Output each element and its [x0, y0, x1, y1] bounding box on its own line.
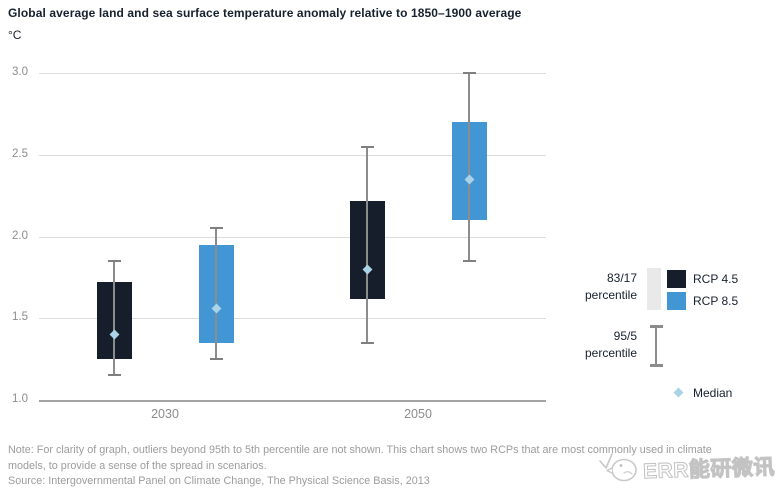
x-tick-label: 2030 [151, 407, 179, 421]
y-gridline [39, 73, 546, 74]
whisker-rcp45-2030 [113, 261, 115, 376]
y-tick-label: 1.0 [12, 393, 28, 405]
legend-rcp45-label: RCP 4.5 [693, 272, 739, 286]
whisker-cap-bottom-rcp85-2050 [462, 260, 476, 263]
whisker-rcp45-2050 [366, 146, 368, 343]
x-axis-line [39, 400, 546, 402]
y-tick-label: 2.5 [12, 147, 28, 160]
legend-box-percentile-label: 83/17 percentile [555, 270, 637, 303]
whisker-cap-bottom-rcp45-2030 [107, 374, 121, 377]
whisker-cap-top-rcp85-2050 [462, 72, 476, 74]
legend-whisker-percentile-label: 95/5 percentile [555, 328, 637, 361]
whisker-rcp85-2030 [215, 228, 217, 360]
legend-whisker-icon-top-cap [650, 325, 663, 328]
whisker-cap-top-rcp85-2030 [209, 227, 223, 230]
legend-percentile-box-swatch [647, 268, 661, 310]
y-tick-label: 3.0 [12, 66, 28, 78]
legend-rcp85-label: RCP 8.5 [693, 294, 739, 308]
whisker-cap-bottom-rcp45-2050 [360, 341, 374, 344]
whisker-cap-top-rcp45-2050 [360, 145, 374, 148]
legend-rcp45-swatch [667, 270, 686, 288]
legend-whisker-icon [655, 327, 657, 365]
note-text: Note: For clarity of graph, outliers bey… [8, 444, 712, 472]
whisker-cap-bottom-rcp85-2030 [209, 358, 223, 361]
legend-box-percentile-line2: percentile [584, 287, 637, 302]
legend-whisker-icon-bottom-cap [650, 364, 663, 367]
legend-median-label: Median [693, 386, 733, 400]
whisker-rcp85-2050 [468, 73, 470, 262]
y-gridline [39, 154, 546, 156]
legend-rcp85-swatch [667, 292, 686, 310]
y-tick-label: 1.5 [12, 311, 28, 324]
y-gridline [39, 236, 546, 238]
legend-whisker-percentile-line1: 95/5 [613, 329, 637, 343]
x-tick-label: 2050 [404, 407, 432, 421]
whisker-cap-top-rcp45-2030 [107, 260, 121, 263]
legend-box-percentile-line1: 83/17 [606, 271, 637, 285]
chart-title: Global average land and sea surface temp… [8, 6, 522, 20]
legend-whisker-percentile-line2: percentile [584, 345, 637, 360]
y-gridline [39, 318, 546, 320]
y-tick-label: 2.0 [12, 229, 28, 242]
source-text: Source: Intergovernmental Panel on Clima… [8, 475, 430, 487]
y-axis-unit-label: °C [8, 28, 22, 42]
